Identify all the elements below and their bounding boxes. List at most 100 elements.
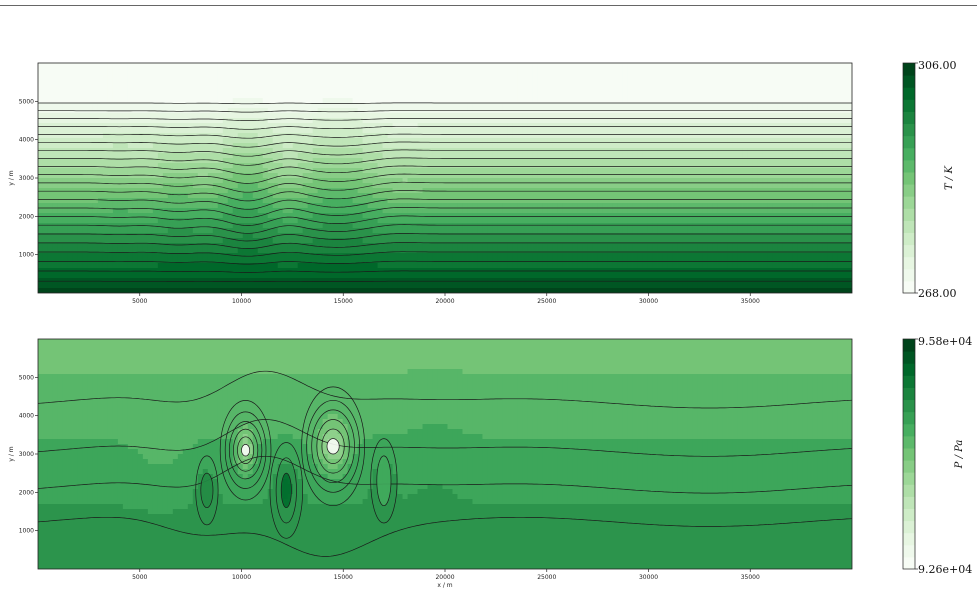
field-cell xyxy=(442,198,449,204)
field-cell xyxy=(712,208,718,214)
field-cell xyxy=(627,148,633,154)
field-cell xyxy=(832,113,838,119)
field-cell xyxy=(107,183,114,189)
field-cell xyxy=(497,93,504,99)
field-cell xyxy=(122,213,129,219)
field-cell xyxy=(767,188,773,194)
field-cell xyxy=(232,68,239,74)
field-cell xyxy=(842,83,848,89)
field-cell xyxy=(352,148,359,154)
field-cell xyxy=(162,103,169,109)
field-cell xyxy=(412,88,419,94)
field-cell xyxy=(102,93,109,99)
field-cell xyxy=(522,128,528,134)
field-cell xyxy=(787,78,793,84)
field-cell xyxy=(337,83,344,89)
field-cell xyxy=(167,213,174,219)
field-cell xyxy=(247,128,254,134)
field-cell xyxy=(652,163,658,169)
field-cell xyxy=(162,153,169,159)
field-cell xyxy=(367,78,374,84)
field-cell xyxy=(447,158,454,164)
field-cell xyxy=(642,123,648,129)
field-cell xyxy=(702,158,708,164)
field-cell xyxy=(107,73,114,79)
field-cell xyxy=(197,68,204,74)
field-cell xyxy=(272,173,279,179)
field-cell xyxy=(807,93,813,99)
field-cell xyxy=(827,123,833,129)
field-cell xyxy=(182,98,189,104)
field-cell xyxy=(77,178,84,184)
field-cell xyxy=(332,63,339,69)
field-cell xyxy=(492,203,499,209)
field-cell xyxy=(697,143,703,149)
field-cell xyxy=(122,103,129,109)
field-cell xyxy=(582,88,588,94)
field-cell xyxy=(252,133,259,139)
field-cell xyxy=(722,178,728,184)
field-cell xyxy=(237,143,244,149)
field-cell xyxy=(312,203,319,209)
field-cell xyxy=(502,63,509,69)
field-cell xyxy=(757,148,763,154)
field-cell xyxy=(92,193,99,199)
field-cell xyxy=(57,93,64,99)
field-cell xyxy=(562,78,568,84)
field-cell xyxy=(747,103,753,109)
field-cell xyxy=(462,88,469,94)
field-cell xyxy=(392,158,399,164)
field-cell xyxy=(547,203,553,209)
field-cell xyxy=(202,133,209,139)
field-cell xyxy=(377,63,384,69)
field-cell xyxy=(827,148,833,154)
field-cell xyxy=(437,128,444,134)
field-cell xyxy=(332,68,339,74)
field-cell xyxy=(492,123,499,129)
field-cell xyxy=(122,143,129,149)
field-cell xyxy=(472,208,479,214)
field-cell xyxy=(67,193,74,199)
field-cell xyxy=(87,188,94,194)
field-cell xyxy=(397,118,404,124)
field-cell xyxy=(512,143,519,149)
field-cell xyxy=(607,93,613,99)
field-cell xyxy=(547,183,553,189)
field-cell xyxy=(737,113,743,119)
field-cell xyxy=(432,203,439,209)
field-cell xyxy=(132,128,139,134)
field-cell xyxy=(127,173,134,179)
field-cell xyxy=(107,168,114,174)
field-cell xyxy=(802,68,808,74)
field-cell xyxy=(447,203,454,209)
field-cell xyxy=(612,138,618,144)
field-cell xyxy=(207,98,214,104)
field-cell xyxy=(157,208,164,214)
field-cell xyxy=(302,178,309,184)
field-cell xyxy=(252,88,259,94)
field-cell xyxy=(102,88,109,94)
field-cell xyxy=(97,178,104,184)
field-cell xyxy=(577,83,583,89)
field-cell xyxy=(377,143,384,149)
field-cell xyxy=(777,148,783,154)
field-cell xyxy=(332,183,339,189)
field-cell xyxy=(197,168,204,174)
field-cell xyxy=(417,183,424,189)
field-cell xyxy=(442,123,449,129)
field-cell xyxy=(467,143,474,149)
field-cell xyxy=(122,83,129,89)
field-cell xyxy=(287,63,294,69)
field-cell xyxy=(752,148,758,154)
field-cell xyxy=(517,93,523,99)
field-cell xyxy=(527,83,533,89)
field-cell xyxy=(447,73,454,79)
field-cell xyxy=(587,158,593,164)
field-cell xyxy=(157,123,164,129)
field-cell xyxy=(497,88,504,94)
field-cell xyxy=(137,73,144,79)
field-cell xyxy=(367,103,374,109)
field-cell xyxy=(297,193,304,199)
field-cell xyxy=(802,203,808,209)
field-cell xyxy=(562,148,568,154)
